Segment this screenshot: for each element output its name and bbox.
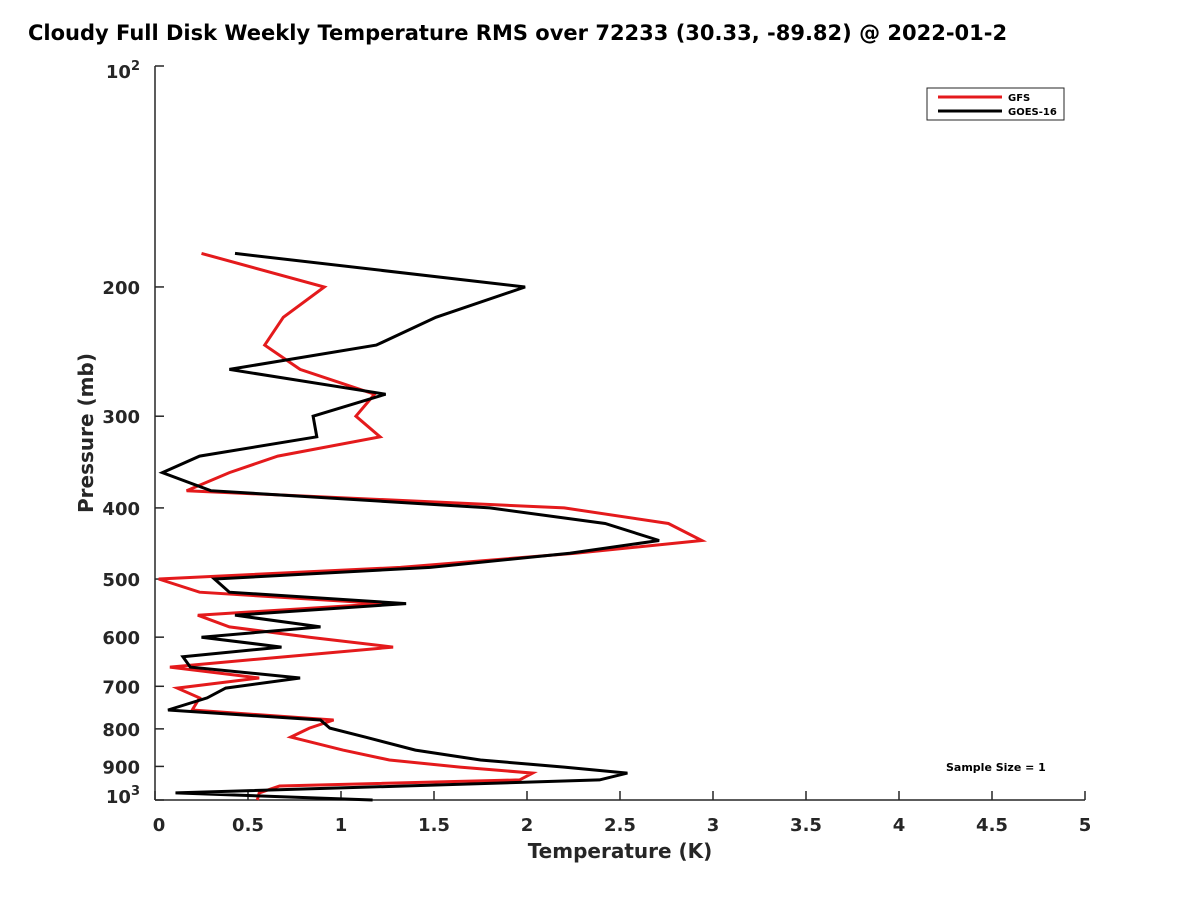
y-tick-label: 103 [106,784,140,808]
y-tick-label: 102 [106,59,140,83]
y-tick-exponent: 2 [131,59,140,74]
y-tick-base: 700 [102,677,140,698]
y-tick-label: 500 [102,570,140,591]
y-tick-exponent: 3 [131,784,140,799]
y-axis-label: Pressure (mb) [74,353,98,513]
y-tick-base: 600 [102,628,140,649]
chart-title: Cloudy Full Disk Weekly Temperature RMS … [28,21,1007,45]
x-tick-label: 0 [153,815,166,836]
y-tick-base: 10 [106,62,131,83]
legend: GFS GOES-16 [926,87,1065,121]
x-tick-label: 4.5 [976,815,1008,836]
y-tick-base: 500 [102,570,140,591]
y-tick-base: 800 [102,720,140,741]
y-tick-base: 300 [102,407,140,428]
x-tick-label: 0.5 [232,815,264,836]
y-tick-label: 300 [102,407,140,428]
y-tick-base: 400 [102,499,140,520]
y-tick-label: 200 [102,278,140,299]
y-tick-label: 900 [102,757,140,778]
sample-size-annotation: Sample Size = 1 [946,761,1046,774]
x-tick-label: 3.5 [790,815,822,836]
y-tick-label: 700 [102,677,140,698]
y-tick-label: 800 [102,720,140,741]
x-tick-label: 4 [893,815,906,836]
x-tick-label: 2.5 [604,815,636,836]
axes [154,66,1085,801]
x-tick-label: 1.5 [418,815,450,836]
legend-label-gfs: GFS [1008,93,1030,104]
x-tick-label: 1 [335,815,348,836]
y-tick-label: 600 [102,628,140,649]
x-tick-label: 3 [707,815,720,836]
y-tick-base: 900 [102,757,140,778]
x-tick-label: 2 [521,815,534,836]
x-tick-label: 5 [1079,815,1092,836]
series-lines [158,251,708,802]
series-line-gfs [158,251,708,801]
y-tick-base: 10 [106,787,131,808]
legend-label-goes16: GOES-16 [1008,107,1057,118]
y-tick-label: 400 [102,499,140,520]
series-line-goes16 [158,251,660,802]
legend-box [926,87,1065,121]
x-axis-label: Temperature (K) [528,839,713,863]
y-tick-base: 200 [102,278,140,299]
x-ticks: 0 0.5 1 1.5 2 2.5 3 3.5 4 4.5 5 [153,791,1092,836]
